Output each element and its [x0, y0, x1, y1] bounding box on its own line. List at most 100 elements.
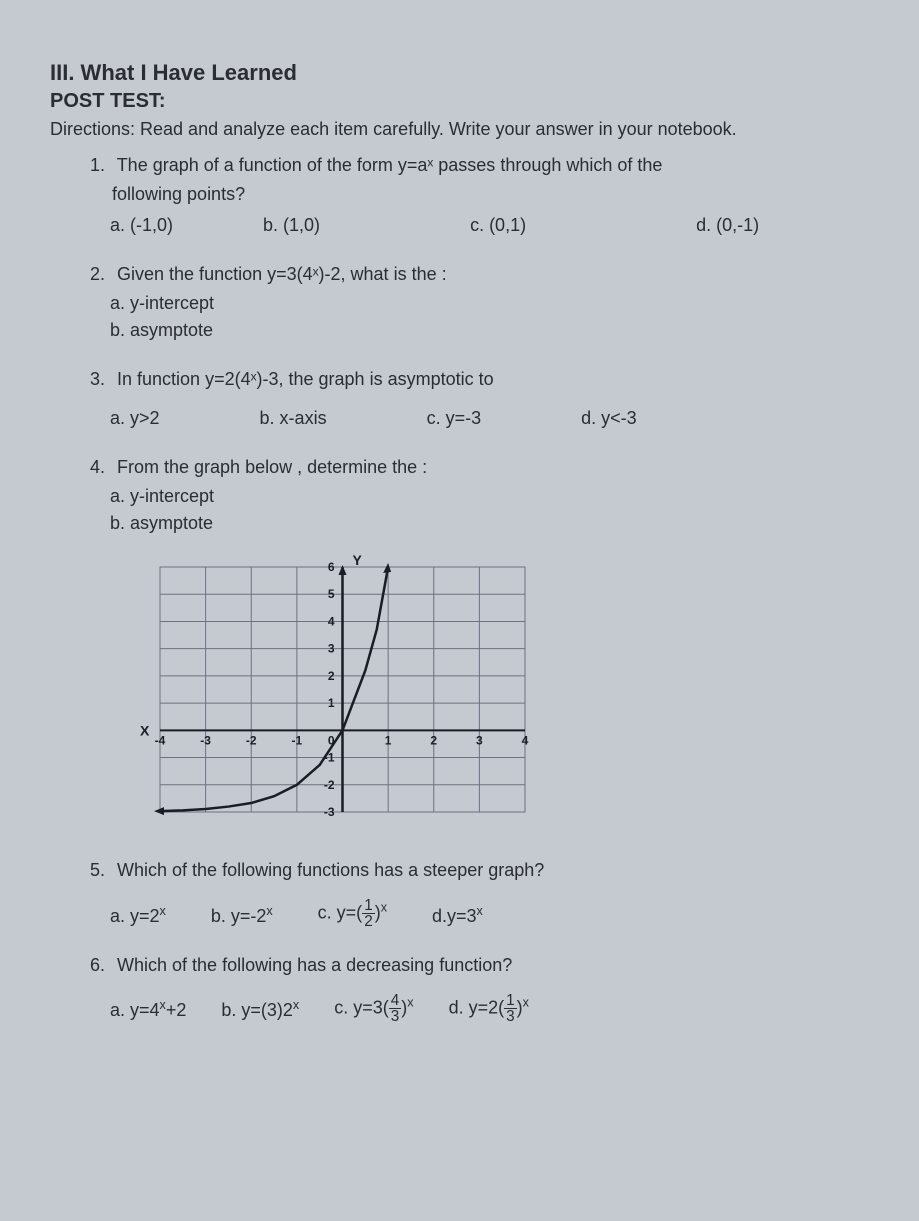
option-c: c. y=(12)x — [318, 898, 387, 930]
question-5: 5. Which of the following functions has … — [90, 857, 869, 930]
question-line: Which of the following functions has a s… — [117, 860, 544, 880]
question-line: Given the function y=3(4ˣ)-2, what is th… — [117, 264, 447, 284]
subpart-b: b. asymptote — [110, 510, 869, 537]
denominator: 3 — [504, 1009, 517, 1024]
question-line: The graph of a function of the form y=aˣ… — [117, 155, 663, 175]
exponential-graph: -4-3-2-11234-3-2-11234560YX — [120, 547, 540, 827]
question-number: 5. — [90, 857, 112, 884]
subparts: a. y-intercept b. asymptote — [90, 290, 869, 344]
option-a: a. (-1,0) — [110, 212, 173, 239]
option-d: d. y=2(13)x — [449, 993, 529, 1025]
svg-text:-1: -1 — [292, 734, 303, 748]
svg-text:-2: -2 — [324, 778, 335, 792]
option-text: c. y=( — [318, 903, 363, 923]
question-2-text: 2. Given the function y=3(4ˣ)-2, what is… — [90, 261, 869, 288]
question-line: following points? — [90, 181, 869, 208]
option-b: b. x-axis — [260, 405, 327, 432]
option-c: c. (0,1) — [470, 212, 526, 239]
option-a: a. y=2x — [110, 902, 166, 930]
numerator: 1 — [504, 993, 517, 1009]
option-d: d. (0,-1) — [696, 212, 759, 239]
options-row: a. (-1,0) b. (1,0) c. (0,1) d. (0,-1) — [90, 212, 869, 239]
question-line: Which of the following has a decreasing … — [117, 955, 512, 975]
options-row: a. y=2x b. y=-2x c. y=(12)x d.y=3x — [90, 898, 869, 930]
question-number: 2. — [90, 261, 112, 288]
option-d: d. y<-3 — [581, 405, 637, 432]
svg-text:4: 4 — [328, 615, 335, 629]
directions-text: Directions: Read and analyze each item c… — [50, 117, 869, 142]
exponent: x — [407, 995, 413, 1009]
question-number: 3. — [90, 366, 112, 393]
question-2: 2. Given the function y=3(4ˣ)-2, what is… — [90, 261, 869, 344]
subpart-a: a. y-intercept — [110, 290, 869, 317]
svg-text:-2: -2 — [246, 734, 257, 748]
options-row: a. y>2 b. x-axis c. y=-3 d. y<-3 — [90, 405, 869, 432]
svg-text:-4: -4 — [155, 734, 166, 748]
option-a: a. y>2 — [110, 405, 160, 432]
option-text: b. y=-2 — [211, 906, 267, 926]
option-text: b. y=(3)2 — [221, 1000, 293, 1020]
numerator: 1 — [362, 898, 375, 914]
svg-text:6: 6 — [328, 560, 335, 574]
svg-text:X: X — [140, 723, 150, 739]
option-text: c. y=3( — [334, 997, 389, 1017]
svg-text:2: 2 — [430, 734, 437, 748]
section-title: III. What I Have Learned — [50, 60, 869, 86]
exponent: x — [266, 904, 272, 918]
options-row: a. y=4x+2 b. y=(3)2x c. y=3(43)x d. y=2(… — [90, 993, 869, 1025]
question-line: From the graph below , determine the : — [117, 457, 427, 477]
option-b: b. (1,0) — [263, 212, 320, 239]
question-4-text: 4. From the graph below , determine the … — [90, 454, 869, 481]
svg-text:4: 4 — [522, 734, 529, 748]
fraction: 12 — [362, 898, 375, 930]
option-text: +2 — [166, 1000, 187, 1020]
option-d: d.y=3x — [432, 902, 483, 930]
denominator: 3 — [389, 1009, 402, 1024]
option-b: b. y=-2x — [211, 902, 273, 930]
question-3: 3. In function y=2(4ˣ)-3, the graph is a… — [90, 366, 869, 432]
exponent: x — [293, 998, 299, 1012]
option-c: c. y=3(43)x — [334, 993, 413, 1025]
subpart-a: a. y-intercept — [110, 483, 869, 510]
svg-text:2: 2 — [328, 669, 335, 683]
question-number: 6. — [90, 952, 112, 979]
option-a: a. y=4x+2 — [110, 996, 186, 1024]
question-number: 1. — [90, 152, 112, 179]
option-text: d.y=3 — [432, 906, 477, 926]
svg-text:3: 3 — [476, 734, 483, 748]
svg-text:-3: -3 — [324, 805, 335, 819]
exponent: x — [477, 904, 483, 918]
question-1-text: 1. The graph of a function of the form y… — [90, 152, 869, 179]
option-text: d. y=2( — [449, 997, 505, 1017]
exponent: x — [160, 904, 166, 918]
fraction: 43 — [389, 993, 402, 1025]
question-6: 6. Which of the following has a decreasi… — [90, 952, 869, 1025]
question-3-text: 3. In function y=2(4ˣ)-3, the graph is a… — [90, 366, 869, 393]
question-line: In function y=2(4ˣ)-3, the graph is asym… — [117, 369, 494, 389]
exponent: x — [523, 995, 529, 1009]
svg-text:-3: -3 — [200, 734, 211, 748]
question-6-text: 6. Which of the following has a decreasi… — [90, 952, 869, 979]
option-text: a. y=2 — [110, 906, 160, 926]
graph-container: -4-3-2-11234-3-2-11234560YX — [120, 547, 869, 835]
option-c: c. y=-3 — [427, 405, 482, 432]
question-5-text: 5. Which of the following functions has … — [90, 857, 869, 884]
numerator: 4 — [389, 993, 402, 1009]
svg-text:1: 1 — [328, 696, 335, 710]
svg-text:Y: Y — [353, 552, 363, 568]
question-number: 4. — [90, 454, 112, 481]
subpart-b: b. asymptote — [110, 317, 869, 344]
exponent: x — [381, 901, 387, 915]
svg-text:1: 1 — [385, 734, 392, 748]
subparts: a. y-intercept b. asymptote — [90, 483, 869, 537]
post-test-label: POST TEST: — [50, 90, 869, 113]
svg-text:5: 5 — [328, 587, 335, 601]
fraction: 13 — [504, 993, 517, 1025]
question-1: 1. The graph of a function of the form y… — [90, 152, 869, 239]
option-text: a. y=4 — [110, 1000, 160, 1020]
document-container: III. What I Have Learned POST TEST: Dire… — [50, 60, 869, 1024]
denominator: 2 — [362, 914, 375, 929]
question-4: 4. From the graph below , determine the … — [90, 454, 869, 835]
question-list: 1. The graph of a function of the form y… — [50, 152, 869, 1024]
svg-text:3: 3 — [328, 642, 335, 656]
